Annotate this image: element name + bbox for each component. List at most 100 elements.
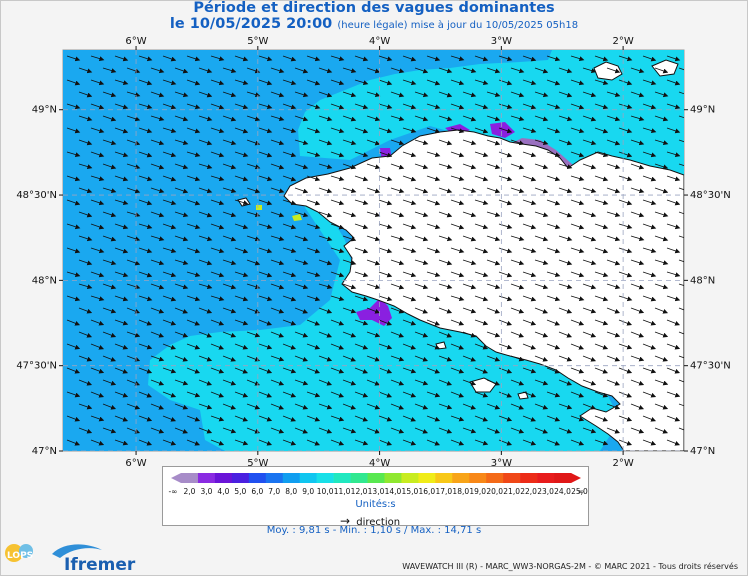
direction-arrow [234,391,249,398]
direction-arrow [354,151,369,158]
direction-arrow [234,415,249,422]
direction-arrow [66,223,81,230]
direction-arrow [618,175,633,182]
direction-arrow [198,403,213,410]
direction-arrow [486,307,501,314]
direction-arrow [186,151,201,158]
direction-arrow [126,235,141,242]
colorbar-cell [214,473,233,483]
direction-arrow [630,379,645,386]
direction-arrow [462,355,477,362]
direction-arrow [234,199,249,206]
direction-arrow [426,151,441,158]
lat-label-left: 48°30'N [16,190,57,201]
colorbar-cell [350,473,368,483]
direction-arrow [582,283,597,290]
lon-label-bottom: 6°W [125,458,146,469]
direction-arrow [246,211,261,218]
direction-arrow [354,103,369,110]
direction-arrow [486,235,501,242]
direction-arrow [342,115,357,122]
direction-arrow [402,439,417,446]
direction-arrow [186,367,201,374]
direction-arrow [390,91,405,98]
direction-arrow [222,139,237,146]
direction-arrow [618,439,633,446]
colorbar-tick: 11,0 [333,487,351,496]
direction-arrow [78,67,93,74]
direction-arrow [138,151,153,158]
direction-arrow [174,235,189,242]
direction-arrow [342,91,357,98]
direction-arrow [558,331,573,338]
direction-arrow [654,163,669,170]
direction-arrow [534,211,549,218]
direction-arrow [462,139,477,146]
direction-arrow [342,283,357,290]
direction-arrow [258,343,273,350]
colorbar-tick: 22,0 [520,487,537,496]
colorbar-tick: 3,0 [200,487,213,496]
direction-arrow [306,79,321,86]
direction-arrow [474,295,489,302]
colorbar-cell [333,473,351,483]
direction-arrow [594,199,609,206]
direction-arrow [78,139,93,146]
direction-arrow [678,91,684,95]
direction-arrow [90,79,105,86]
direction-arrow [678,115,684,119]
direction-arrow [126,115,141,122]
direction-arrow [426,415,441,422]
direction-arrow [246,91,261,98]
direction-arrow [90,199,105,206]
direction-arrow [522,175,537,182]
direction-arrow [606,187,621,194]
direction-arrow [546,367,561,374]
direction-arrow [438,379,453,386]
direction-arrow [582,139,597,146]
direction-arrow [174,139,189,146]
direction-arrow [642,415,657,422]
direction-arrow [234,343,249,350]
direction-arrow [522,127,537,134]
direction-arrow [414,259,429,266]
direction-arrow [330,199,345,206]
direction-arrow [330,79,345,86]
island-north-coast [651,59,679,77]
direction-arrow [570,55,585,62]
direction-arrow [234,439,249,446]
direction-arrow [258,319,273,326]
direction-arrow [90,175,105,182]
direction-arrow [270,67,285,74]
direction-arrow [114,343,129,350]
direction-arrow [162,319,177,326]
direction-legend: → direction [340,514,400,528]
direction-arrow [186,295,201,302]
direction-arrow [366,355,381,362]
direction-arrow [474,103,489,110]
direction-arrow [522,391,537,398]
direction-arrow [666,391,681,398]
direction-arrow [186,175,201,182]
colorbar-high-triangle [571,473,581,483]
direction-arrow [594,151,609,158]
direction-arrow [450,391,465,398]
direction-arrow [462,91,477,98]
direction-arrow [294,187,309,194]
direction-arrow [654,211,669,218]
direction-arrow [174,187,189,194]
direction-arrow [162,79,177,86]
direction-arrow [606,163,621,170]
direction-arrow [162,391,177,398]
direction-arrow [546,127,561,134]
direction-arrow [426,391,441,398]
direction-arrow [330,319,345,326]
direction-arrow [630,163,645,170]
direction-arrow [582,331,597,338]
direction-arrow [342,139,357,146]
direction-arrow [246,187,261,194]
direction-arrow [666,415,681,422]
direction-arrow [678,403,684,407]
lon-label-bottom: 3°W [491,458,512,469]
